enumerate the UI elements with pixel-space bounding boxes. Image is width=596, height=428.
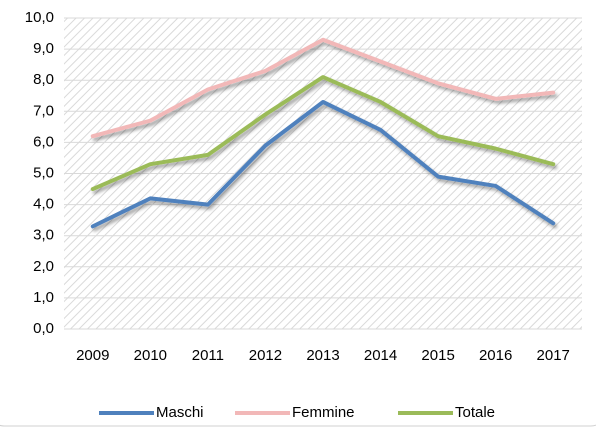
- legend-label: Femmine: [292, 404, 355, 421]
- y-tick-label: 7,0: [33, 102, 54, 119]
- y-tick-label: 8,0: [33, 71, 54, 88]
- y-tick-label: 6,0: [33, 133, 54, 150]
- x-tick-label: 2012: [249, 347, 282, 364]
- x-tick-label: 2017: [537, 347, 570, 364]
- x-tick-label: 2010: [134, 347, 167, 364]
- y-tick-label: 2,0: [33, 258, 54, 275]
- x-tick-label: 2013: [306, 347, 339, 364]
- data-line: [90, 37, 556, 139]
- y-tick-label: 3,0: [33, 227, 54, 244]
- data-line: [90, 99, 556, 229]
- y-tick-label: 1,0: [33, 289, 54, 306]
- y-tick-label: 4,0: [33, 196, 54, 213]
- y-tick-label: 9,0: [33, 40, 54, 57]
- x-tick-label: 2016: [479, 347, 512, 364]
- data-line: [90, 75, 556, 192]
- x-tick-label: 2015: [421, 347, 454, 364]
- y-tick-label: 5,0: [33, 164, 54, 181]
- x-tick-label: 2011: [192, 347, 224, 364]
- x-tick-label: 2009: [76, 347, 109, 364]
- y-tick-label: 10,0: [25, 9, 54, 26]
- x-tick-label: 2014: [364, 347, 397, 364]
- y-tick-label: 0,0: [33, 320, 54, 337]
- legend-label: Maschi: [156, 404, 204, 421]
- legend-label: Totale: [455, 404, 495, 421]
